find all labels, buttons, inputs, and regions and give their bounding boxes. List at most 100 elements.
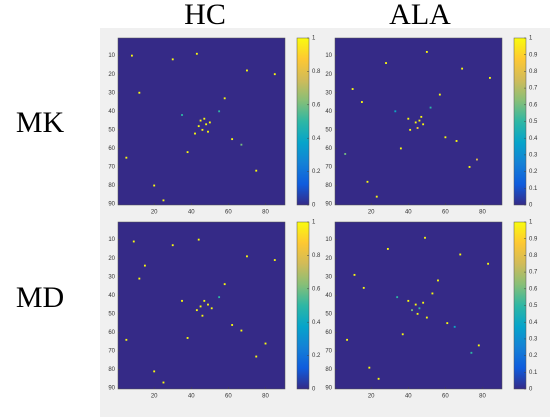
cell bbox=[199, 305, 202, 308]
y-tick-label: 10 bbox=[325, 237, 332, 243]
cell bbox=[353, 273, 356, 276]
cell bbox=[399, 147, 402, 150]
cell bbox=[143, 264, 146, 267]
cell bbox=[351, 88, 354, 90]
cell bbox=[273, 73, 276, 76]
x-tick-label: 40 bbox=[405, 394, 412, 400]
y-tick-label: 90 bbox=[325, 202, 332, 208]
colorbar-tick-label: 0.3 bbox=[529, 336, 538, 342]
x-tick-label: 20 bbox=[368, 394, 375, 400]
cell bbox=[422, 123, 425, 126]
cell bbox=[218, 110, 221, 113]
colorbar-tick-label: 0 bbox=[529, 203, 533, 209]
colorbar-tick-label: 0.5 bbox=[529, 303, 538, 309]
cell bbox=[416, 127, 419, 129]
cell bbox=[240, 143, 243, 146]
cell bbox=[461, 67, 464, 70]
colorbar-tick-label: 0.9 bbox=[529, 236, 538, 242]
cell bbox=[407, 299, 410, 302]
colorbar-tick-label: 0 bbox=[312, 387, 316, 393]
cell bbox=[386, 247, 389, 250]
cell bbox=[246, 255, 248, 258]
cell bbox=[207, 130, 209, 133]
cell bbox=[470, 351, 473, 354]
axes-frame bbox=[334, 221, 503, 390]
colorbar-tick-label: 0.7 bbox=[529, 270, 538, 276]
cell bbox=[130, 54, 133, 57]
cell bbox=[477, 344, 480, 347]
y-tick-label: 50 bbox=[325, 127, 332, 133]
colorbar-tick-label: 0.8 bbox=[312, 69, 321, 75]
cell bbox=[346, 338, 348, 341]
cell bbox=[420, 115, 423, 118]
y-tick-label: 50 bbox=[108, 311, 115, 317]
x-tick-label: 80 bbox=[479, 394, 486, 400]
cell bbox=[411, 309, 413, 312]
cell bbox=[203, 117, 206, 120]
y-tick-label: 40 bbox=[325, 293, 332, 299]
column-title: HC bbox=[184, 0, 226, 31]
cell bbox=[218, 296, 221, 299]
y-tick-label: 70 bbox=[325, 165, 332, 171]
cell bbox=[197, 238, 200, 241]
cell bbox=[366, 180, 369, 183]
cell bbox=[223, 97, 226, 100]
y-tick-label: 50 bbox=[325, 311, 332, 317]
x-tick-label: 20 bbox=[151, 394, 158, 400]
cell bbox=[368, 366, 371, 369]
cell bbox=[186, 151, 189, 154]
cell bbox=[273, 259, 276, 261]
cell bbox=[132, 240, 135, 243]
x-tick-label: 80 bbox=[262, 210, 269, 216]
cell bbox=[414, 303, 417, 306]
colorbar-tick-label: 0.7 bbox=[529, 86, 538, 92]
y-tick-label: 20 bbox=[108, 72, 115, 78]
cell bbox=[208, 121, 211, 124]
y-tick-label: 40 bbox=[108, 293, 115, 299]
cell bbox=[205, 123, 208, 126]
colorbar-tick-label: 0.2 bbox=[529, 353, 538, 359]
cell bbox=[414, 121, 417, 124]
colorbar-tick-label: 0 bbox=[312, 203, 316, 209]
cell bbox=[207, 303, 209, 306]
colorbar-tick-label: 0.9 bbox=[529, 52, 538, 58]
y-tick-label: 90 bbox=[108, 386, 115, 392]
cell bbox=[377, 377, 380, 380]
cell bbox=[385, 62, 387, 64]
x-tick-label: 80 bbox=[479, 210, 486, 216]
cell bbox=[459, 253, 462, 256]
colorbar-tick-label: 0.3 bbox=[529, 152, 538, 158]
y-tick-label: 30 bbox=[108, 90, 115, 96]
y-tick-label: 30 bbox=[108, 274, 115, 280]
cell bbox=[153, 184, 156, 187]
x-tick-label: 40 bbox=[188, 394, 195, 400]
colorbar-tick-label: 0.6 bbox=[529, 286, 538, 292]
cell bbox=[195, 52, 198, 55]
colorbar-tick-label: 0.4 bbox=[312, 136, 321, 142]
x-tick-label: 60 bbox=[442, 394, 449, 400]
y-tick-label: 20 bbox=[325, 256, 332, 262]
y-tick-label: 50 bbox=[108, 127, 115, 133]
colorbar-tick-label: 0.5 bbox=[529, 119, 538, 125]
cell bbox=[418, 119, 421, 122]
cell bbox=[264, 342, 267, 345]
row-label: MD bbox=[16, 281, 64, 314]
y-tick-label: 40 bbox=[108, 109, 115, 115]
y-tick-label: 30 bbox=[325, 274, 332, 280]
colorbar bbox=[296, 221, 310, 390]
cell bbox=[455, 140, 458, 142]
cell bbox=[197, 125, 200, 128]
cell bbox=[125, 338, 128, 341]
colorbar-tick-label: 0.8 bbox=[529, 253, 538, 259]
y-tick-label: 80 bbox=[108, 367, 115, 373]
cell bbox=[416, 312, 419, 315]
cell bbox=[418, 307, 421, 310]
y-tick-label: 10 bbox=[108, 237, 115, 243]
cell bbox=[424, 236, 426, 239]
y-tick-label: 10 bbox=[325, 53, 332, 59]
cell bbox=[246, 69, 248, 72]
cell bbox=[375, 195, 378, 198]
colorbar-tick-label: 0.2 bbox=[312, 169, 321, 175]
cell bbox=[199, 119, 202, 122]
cell bbox=[425, 50, 428, 53]
